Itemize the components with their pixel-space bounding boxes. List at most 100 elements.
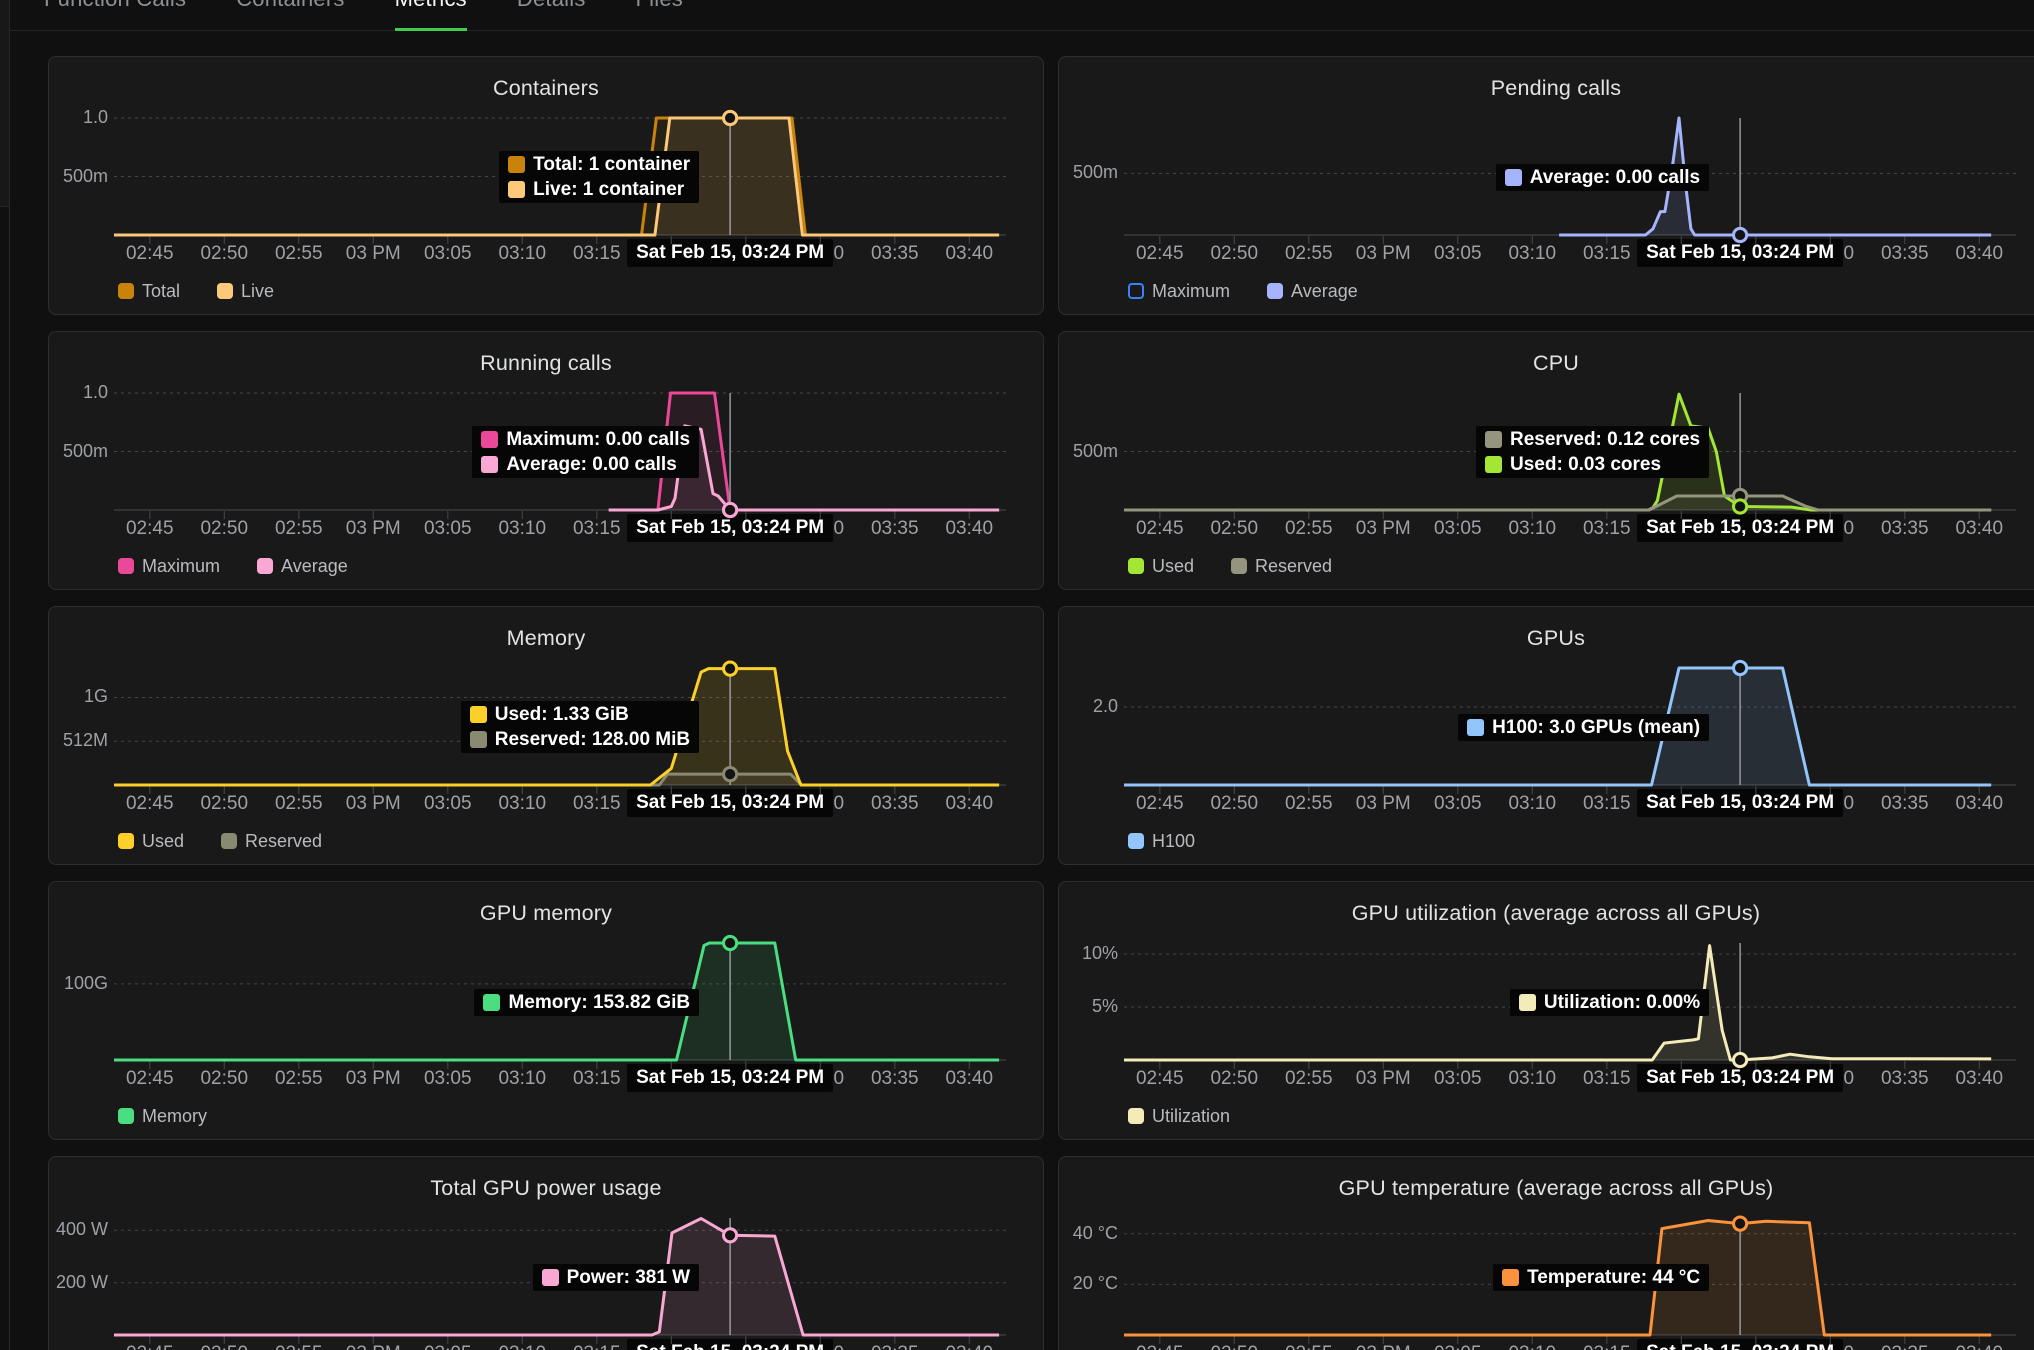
hover-marker-total <box>722 109 739 127</box>
x-axis-label: 03:05 <box>423 243 472 264</box>
tooltip-row: Maximum: 0.00 calls <box>481 427 690 452</box>
x-axis-label: 03:40 <box>1934 1343 2024 1350</box>
legend-item-average[interactable]: Average <box>257 557 348 575</box>
legend-item-total[interactable]: Total <box>118 282 180 300</box>
legend-item-used[interactable]: Used <box>118 832 184 850</box>
legend-item-reserved[interactable]: Reserved <box>221 832 322 850</box>
legend-item-maximum[interactable]: Maximum <box>1128 282 1230 300</box>
x-axis-label: 03:40 <box>1955 518 2004 539</box>
legend-item-h100[interactable]: H100 <box>1128 832 1195 850</box>
legend-swatch <box>1128 833 1144 849</box>
x-axis-label: 03 PM <box>328 1343 418 1350</box>
y-axis-label: 200 W <box>55 1271 108 1292</box>
tooltip-row: Memory: 153.82 GiB <box>483 990 690 1015</box>
tooltip-swatch <box>1502 1269 1520 1286</box>
hover-marker-power <box>722 1227 739 1244</box>
chart-title: GPUs <box>1526 626 1586 650</box>
tooltip-swatch <box>508 181 526 198</box>
legend-swatch <box>118 283 134 299</box>
metric-card-gpu-temperature: GPU temperature (average across all GPUs… <box>1058 1156 2034 1350</box>
x-axis-label: 02:55 <box>1284 243 1333 264</box>
tooltip-swatch <box>1485 431 1502 448</box>
tooltip-text: Memory: 153.82 GiB <box>508 991 691 1013</box>
tab-list: Function Calls Containers Metrics Detail… <box>44 0 683 31</box>
legend-item-memory[interactable]: Memory <box>118 1107 207 1125</box>
series-line-reserved <box>114 772 1000 787</box>
x-axis-label: 03:40 <box>945 518 994 539</box>
legend-label: Total <box>142 281 181 301</box>
tab-files[interactable]: Files <box>636 0 683 31</box>
x-axis-label: 03:15 <box>1582 518 1631 539</box>
hover-marker-used <box>1732 498 1749 515</box>
chart-title: GPU memory <box>479 901 613 925</box>
x-axis-label: 03:05 <box>1413 1343 1503 1350</box>
x-axis-label: 03:05 <box>1433 1068 1482 1089</box>
y-axis-label: 1.0 <box>82 107 108 127</box>
x-axis-label: 03:10 <box>1508 518 1557 539</box>
legend-swatch <box>1267 283 1284 299</box>
tooltip-swatch <box>508 156 526 173</box>
tooltip-swatch <box>483 994 501 1011</box>
chart-title: Pending calls <box>1490 76 1622 100</box>
y-axis-label: 5% <box>1091 996 1118 1017</box>
tooltip-swatch <box>541 1269 559 1286</box>
x-axis-label: 03 PM <box>345 518 401 539</box>
tooltip-row: Power: 381 W <box>541 1265 690 1290</box>
x-axis-label: 03:10 <box>498 793 547 814</box>
tab-metrics[interactable]: Metrics <box>394 0 467 31</box>
metrics-grid: Containers Sat Feb 15, 03:24 PM 1.0 500m 0… <box>48 56 2034 1350</box>
legend-swatch <box>1231 558 1248 574</box>
y-axis-label: 500m <box>62 165 108 186</box>
x-axis-label: 03:40 <box>1955 793 2004 814</box>
tooltip-text: Maximum: 0.00 calls <box>506 428 691 450</box>
x-axis-label: 02:50 <box>1210 1068 1259 1089</box>
metric-card-gpus: GPUs Sat Feb 15, 03:24 PM 2.0 02:45 02:50 0… <box>1058 606 2034 865</box>
x-axis-label: 02:45 <box>1135 1068 1184 1089</box>
x-axis-label: 03:05 <box>423 518 472 539</box>
x-axis-label: 02:50 <box>1210 243 1259 264</box>
adjacent-panel-sliver <box>0 0 9 1350</box>
x-axis-label: 02:55 <box>1284 518 1333 539</box>
x-axis-label: 02:45 <box>125 518 174 539</box>
hover-values-tooltip: Temperature: 44 °C <box>1493 1264 1710 1291</box>
x-axis-label: 03:40 <box>1955 243 2004 264</box>
legend-item-maximum[interactable]: Maximum <box>118 557 220 575</box>
series-line-reserved <box>1124 494 1992 512</box>
tooltip-text: Total: 1 container <box>533 153 691 175</box>
chart-title: Memory <box>506 626 586 650</box>
x-axis-label: 02:55 <box>274 518 323 539</box>
legend-swatch <box>1128 1108 1144 1124</box>
x-axis-label: 03:15 <box>552 1343 642 1350</box>
hover-values-tooltip: Maximum: 0.00 calls Average: 0.00 calls <box>472 426 700 478</box>
tooltip-row: Live: 1 container <box>508 177 690 202</box>
chart-title: Containers <box>493 76 599 100</box>
x-axis-label: 03:05 <box>403 1343 493 1350</box>
x-axis-label: 02:45 <box>125 793 174 814</box>
x-axis-label: 02:55 <box>1284 1068 1333 1089</box>
hover-datetime-tooltip: Sat Feb 15, 03:24 PM <box>1637 789 1844 817</box>
tab-details[interactable]: Details <box>517 0 586 31</box>
y-axis-label: 100G <box>63 972 108 993</box>
legend-item-average[interactable]: Average <box>1267 282 1358 300</box>
tab-containers[interactable]: Containers <box>236 0 344 31</box>
legend-item-reserved[interactable]: Reserved <box>1231 557 1332 575</box>
tooltip-row: Average: 0.00 calls <box>481 452 690 477</box>
legend-item-used[interactable]: Used <box>1128 557 1194 575</box>
hover-values-tooltip: Utilization: 0.00% <box>1509 989 1710 1016</box>
x-axis-label: 03:05 <box>1433 518 1482 539</box>
tab-function-calls[interactable]: Function Calls <box>44 0 186 31</box>
legend-label: Reserved <box>245 831 323 851</box>
x-axis-label: 03 PM <box>1355 518 1411 539</box>
x-axis-label: 03:10 <box>498 518 547 539</box>
tooltip-text: Reserved: 128.00 MiB <box>494 728 691 750</box>
hover-datetime-tooltip: Sat Feb 15, 03:24 PM <box>627 514 834 542</box>
legend-label: Average <box>1291 281 1358 301</box>
legend-item-utilization[interactable]: Utilization <box>1128 1107 1230 1125</box>
legend-item-live[interactable]: Live <box>217 282 274 300</box>
tooltip-text: Average: 0.00 calls <box>1529 166 1701 188</box>
x-axis-label: 03:35 <box>850 1343 940 1350</box>
chart-legend: H100 <box>1128 832 1195 850</box>
legend-swatch <box>1128 283 1144 299</box>
tooltip-swatch <box>1467 719 1485 736</box>
chart-title: CPU <box>1533 351 1579 375</box>
